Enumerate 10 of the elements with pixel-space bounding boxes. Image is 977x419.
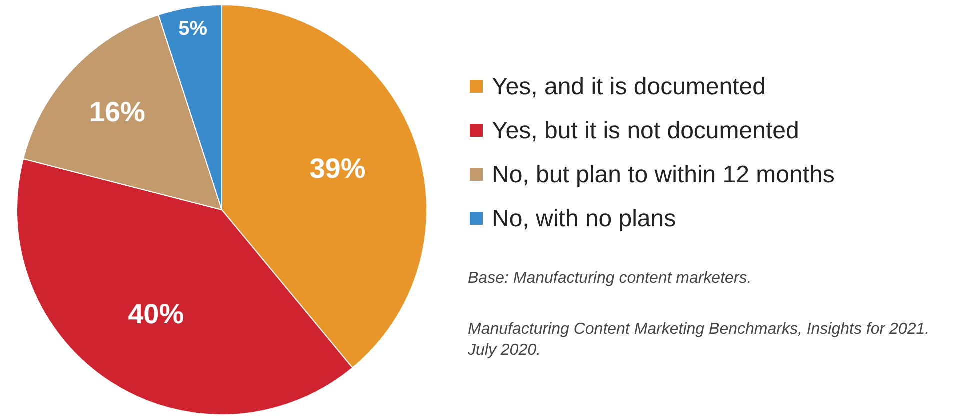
legend-label: Yes, and it is documented — [492, 73, 766, 100]
data-label: 16% — [89, 96, 146, 128]
data-label: 39% — [310, 153, 366, 184]
legend-label: Yes, but it is not documented — [492, 117, 800, 144]
legend-label: No, but plan to within 12 months — [492, 161, 835, 188]
data-label: 40% — [128, 298, 184, 330]
text: Base: Manufacturing content marketers. — [468, 270, 752, 287]
text: Manufacturing Content Marketing Benchmarks, Insights for 2021. July 2020. — [467, 321, 930, 359]
data-label: 5% — [178, 18, 208, 40]
legend-label: No, with no plans — [492, 205, 676, 232]
